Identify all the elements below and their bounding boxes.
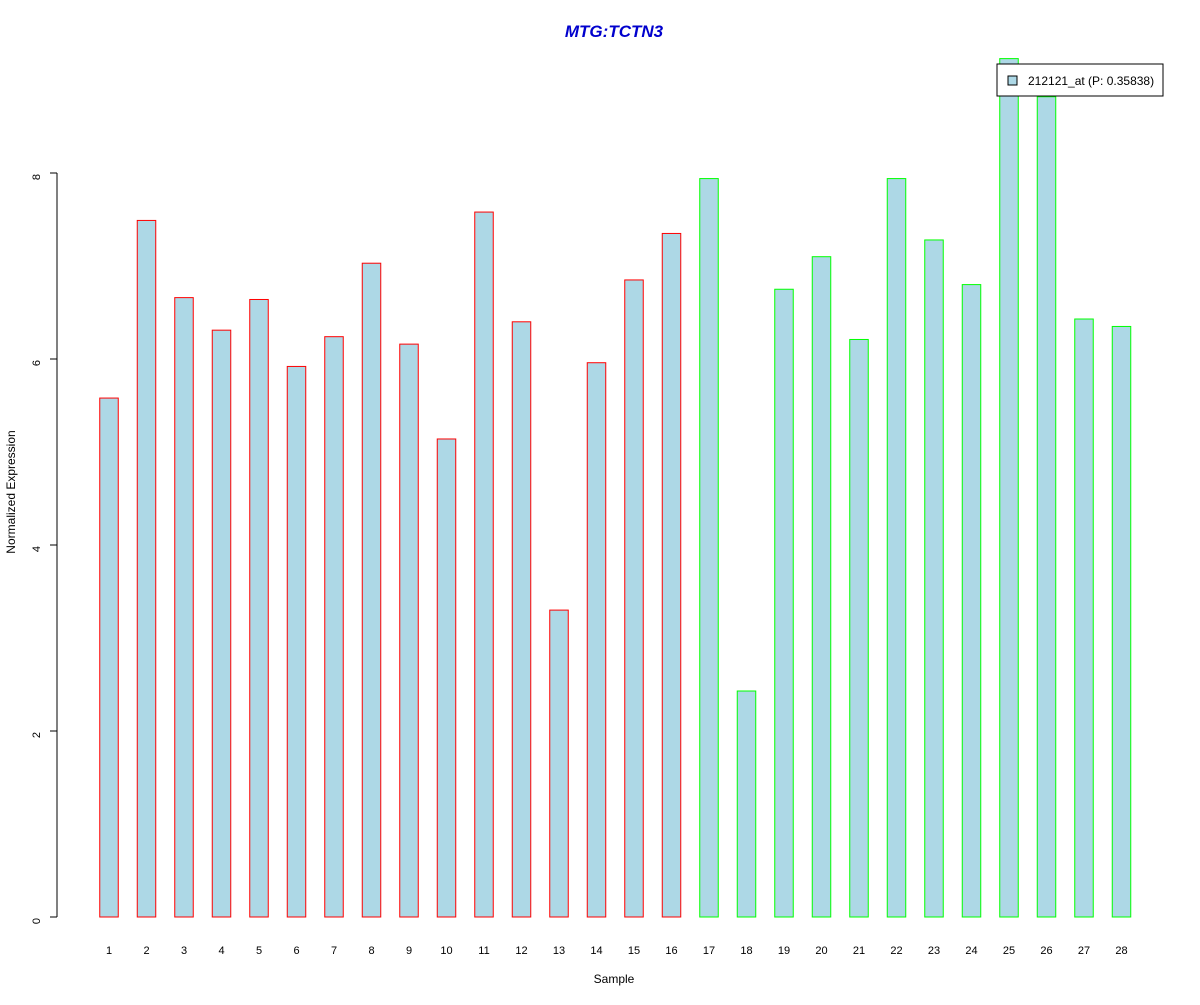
x-tick-label: 24 — [965, 945, 977, 957]
bar-sample-22 — [886, 178, 907, 918]
x-tick-label: 6 — [293, 945, 299, 957]
bar-sample-8 — [361, 262, 382, 918]
y-tick-label: 2 — [31, 732, 43, 738]
bar-sample-17 — [699, 178, 719, 918]
bar-sample-9 — [399, 343, 419, 918]
bar-sample-23 — [924, 239, 944, 918]
bar-sample-12 — [511, 321, 532, 918]
x-tick-label: 5 — [256, 945, 262, 957]
x-tick-label: 11 — [478, 945, 489, 957]
bar-sample-11 — [474, 211, 494, 918]
bar-sample-16 — [661, 232, 682, 918]
x-tick-label: 8 — [368, 945, 374, 957]
x-tick-label: 10 — [440, 945, 452, 957]
bar-sample-25 — [999, 58, 1019, 918]
y-axis-label: Normalized Expression — [4, 430, 18, 553]
bar-sample-27 — [1074, 318, 1094, 918]
x-tick-label: 1 — [106, 945, 112, 957]
y-tick-label: 8 — [31, 174, 43, 180]
bars — [99, 58, 1132, 918]
x-tick-label: 2 — [143, 945, 149, 957]
bar-sample-24 — [961, 284, 982, 918]
x-tick-label: 20 — [815, 945, 827, 957]
bar-sample-4 — [211, 329, 232, 918]
bar-sample-15 — [624, 279, 644, 918]
bar-sample-19 — [774, 288, 794, 918]
y-axis: 0 2 4 6 8 — [31, 172, 58, 924]
bar-sample-21 — [849, 338, 869, 918]
x-tick-label: 28 — [1115, 945, 1127, 957]
bar-sample-18 — [736, 690, 757, 918]
legend-swatch — [1007, 75, 1018, 86]
bar-sample-26 — [1036, 96, 1057, 918]
x-tick-label: 14 — [590, 945, 602, 957]
x-tick-label: 27 — [1078, 945, 1090, 957]
x-tick-label: 16 — [665, 945, 677, 957]
x-tick-label: 19 — [778, 945, 790, 957]
x-tick-label: 22 — [890, 945, 902, 957]
y-tick-label: 0 — [31, 918, 43, 924]
x-tick-label: 21 — [853, 945, 865, 957]
bar-sample-5 — [249, 298, 269, 918]
x-tick-label: 17 — [703, 945, 715, 957]
x-tick-label: 23 — [928, 945, 940, 957]
x-tick-label: 4 — [218, 945, 224, 957]
bar-sample-14 — [586, 362, 607, 918]
legend-box — [996, 63, 1164, 97]
x-tick-label: 3 — [181, 945, 187, 957]
x-tick-label: 9 — [406, 945, 412, 957]
bar-sample-7 — [324, 336, 344, 918]
y-tick-label: 6 — [31, 360, 43, 366]
x-tick-label: 26 — [1040, 945, 1052, 957]
x-tick-label: 15 — [628, 945, 640, 957]
bar-sample-1 — [99, 397, 119, 918]
x-axis-label: Sample — [594, 972, 635, 986]
y-tick-label: 4 — [31, 546, 43, 552]
bar-sample-10 — [436, 438, 457, 918]
x-tick-label: 13 — [553, 945, 565, 957]
bar-sample-28 — [1111, 325, 1132, 918]
bar-sample-20 — [811, 256, 832, 918]
x-tick-label: 12 — [515, 945, 527, 957]
bar-sample-2 — [136, 219, 157, 918]
bar-sample-13 — [549, 609, 569, 918]
chart-title: MTG:TCTN3 — [565, 22, 664, 41]
x-tick-label: 25 — [1003, 945, 1015, 957]
x-tick-label: 7 — [331, 945, 337, 957]
x-tick-label: 18 — [740, 945, 752, 957]
bar-sample-6 — [286, 365, 307, 918]
legend: 212121_at (P: 0.35838) — [996, 63, 1164, 97]
bar-sample-3 — [174, 297, 194, 918]
legend-entry-label: 212121_at (P: 0.35838) — [1028, 74, 1154, 88]
x-tick-labels: 1 2 3 4 5 6 7 8 9 10 11 12 13 14 15 16 17 18 19 20 21 22 23 24 2… — [106, 945, 1128, 957]
